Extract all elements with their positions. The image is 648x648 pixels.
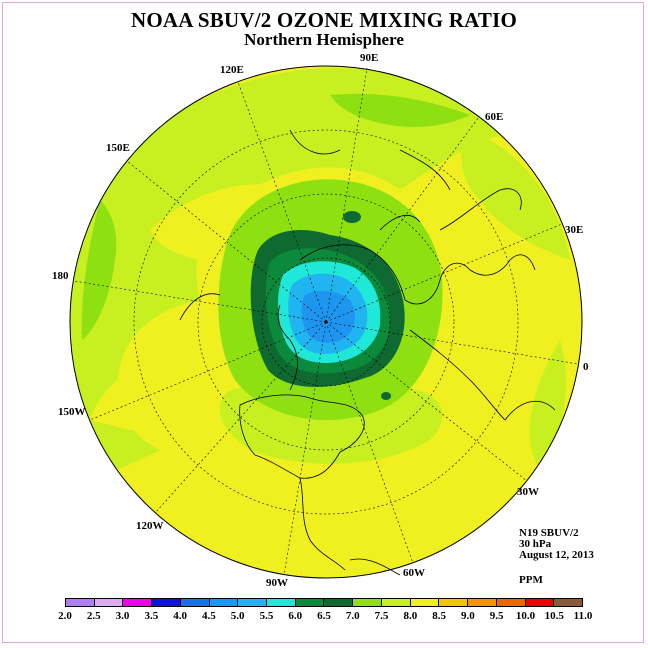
contour-7-5-west	[81, 200, 117, 340]
colorbar-swatch	[267, 599, 296, 606]
colorbar-tick-label: 3.0	[115, 610, 130, 622]
colorbar-tick-label: 7.0	[345, 610, 360, 622]
colorbar-swatch	[468, 599, 497, 606]
ozone-field	[70, 66, 582, 578]
contour-7-0-small-2	[381, 392, 391, 400]
graticule	[73, 67, 579, 576]
contour-5-0	[301, 290, 355, 343]
map-border	[69, 65, 583, 579]
colorbar-swatch	[66, 599, 95, 606]
colorbar-swatch	[152, 599, 181, 606]
colorbar-tick-label: 11.0	[573, 610, 593, 622]
colorbar-tick-label: 8.0	[403, 610, 418, 622]
colorbar-swatch	[381, 599, 411, 606]
longitude-labels: 90E 60E 30E 0 30W 60W 90W 120W 150W 180 …	[52, 52, 589, 589]
colorbar-swatch	[324, 599, 354, 606]
colorbar-swatch	[353, 599, 382, 606]
lon-label-150e: 150E	[106, 142, 130, 154]
colorbar-swatch	[496, 599, 526, 606]
colorbar-swatch	[123, 599, 153, 606]
lon-label-120w: 120W	[136, 520, 164, 532]
colorbar-tick-label: 5.5	[259, 610, 274, 622]
colorbar-tick-label: 9.5	[489, 610, 504, 622]
pressure-level-label: 30 hPa	[519, 538, 552, 550]
colorbar-tick-label: 10.0	[515, 610, 536, 622]
map-subtitle: Northern Hemisphere	[244, 30, 404, 49]
colorbar-swatch	[209, 599, 239, 606]
map-title: NOAA SBUV/2 OZONE MIXING RATIO	[131, 8, 517, 32]
lon-label-60e: 60E	[485, 111, 503, 123]
colorbar-swatch	[554, 599, 582, 606]
contour-8-0	[70, 68, 520, 474]
contour-8-0-se	[529, 340, 567, 470]
lon-label-120e: 120E	[220, 64, 244, 76]
instrument-label: N19 SBUV/2	[519, 527, 579, 539]
colorbar-swatch	[410, 599, 440, 606]
colorbar-tick-label: 10.5	[544, 610, 564, 622]
colorbar-tick-label: 4.5	[202, 610, 216, 622]
lon-label-180: 180	[52, 270, 69, 282]
lon-label-150w: 150W	[58, 406, 86, 418]
colorbar-tick-label: 8.5	[432, 610, 446, 622]
colorbar-swatch	[439, 599, 469, 606]
colorbar-tick-label: 4.0	[173, 610, 187, 622]
lon-label-30e: 30E	[565, 224, 583, 236]
contour-8-0-east	[461, 130, 570, 260]
contour-7-0-small	[343, 211, 361, 223]
date-label: August 12, 2013	[519, 549, 594, 561]
lon-label-90w: 90W	[266, 577, 288, 589]
contour-8-5-patch-2	[150, 184, 270, 260]
contour-7-5-north	[330, 93, 470, 127]
colorbar-swatch	[94, 599, 124, 606]
lon-label-90e: 90E	[360, 52, 378, 64]
colorbar-tick-label: 5.0	[230, 610, 245, 622]
colorbar-tick-label: 2.5	[86, 610, 101, 622]
lon-label-0: 0	[583, 361, 589, 373]
colorbar-tick-label: 3.5	[144, 610, 159, 622]
colorbar-tick-label: 7.5	[374, 610, 389, 622]
colorbar-tick-label: 2.0	[58, 610, 72, 622]
coastlines	[179, 129, 556, 576]
contour-8-5-patch	[90, 349, 233, 430]
colorbar-swatch	[180, 599, 210, 606]
lon-label-30w: 30W	[517, 486, 539, 498]
colorbar-tick-label: 6.5	[317, 610, 331, 622]
colorbar-swatch	[295, 599, 325, 606]
lon-label-60w: 60W	[403, 567, 425, 579]
units-label: PPM	[519, 574, 543, 586]
colorbar-tick-label: 6.0	[288, 610, 303, 622]
colorbar-swatch	[238, 599, 268, 606]
colorbar-tick-label: 9.0	[461, 610, 475, 622]
colorbar	[65, 598, 583, 607]
colorbar-swatch	[525, 599, 555, 606]
